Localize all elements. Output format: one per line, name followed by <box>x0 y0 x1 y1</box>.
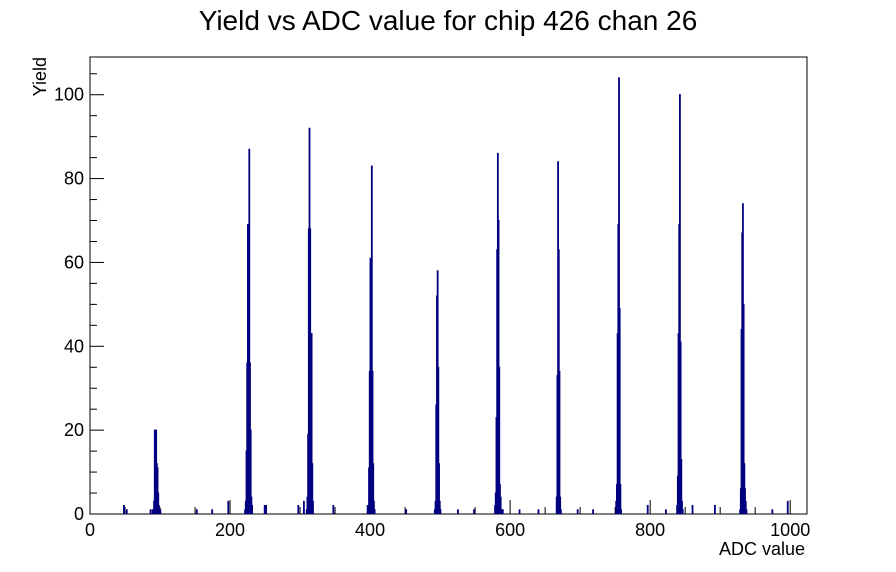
histogram-bin <box>473 509 475 514</box>
histogram-bin <box>405 509 408 514</box>
histogram-bin <box>559 496 562 514</box>
histogram-bin <box>309 228 312 514</box>
histogram-bin <box>691 505 694 514</box>
histogram-bin <box>742 303 745 514</box>
histogram-bin <box>310 333 313 514</box>
x-tick-label: 400 <box>355 520 385 540</box>
histogram-bin <box>499 496 502 514</box>
histogram-bin <box>558 370 561 514</box>
histogram-bin <box>679 94 681 514</box>
histogram-bin <box>680 458 683 514</box>
histogram-bin <box>123 505 125 514</box>
histogram-bin <box>311 463 314 514</box>
histogram-bin <box>437 366 440 514</box>
histogram-bin <box>714 505 716 514</box>
histogram-bin <box>195 509 198 514</box>
histogram-bin <box>559 509 562 514</box>
histogram-bin <box>592 509 594 514</box>
y-axis-tick-labels: 0 20 40 60 80 100 <box>54 85 84 524</box>
histogram-bins <box>123 77 789 514</box>
y-tick-label: 0 <box>74 504 84 524</box>
histogram-bin <box>786 500 789 514</box>
histogram-bin <box>125 509 128 514</box>
histogram-bin <box>265 505 267 514</box>
histogram-bin <box>500 509 503 514</box>
histogram-bin <box>370 165 373 514</box>
histogram-bin <box>501 509 504 514</box>
plot-frame <box>89 56 808 515</box>
histogram-bin <box>745 509 748 514</box>
histogram-bin <box>618 308 621 514</box>
y-tick-label: 80 <box>64 169 84 189</box>
histogram-bin <box>297 505 300 514</box>
histogram-bin <box>211 509 214 514</box>
chart-title: Yield vs ADC value for chip 426 chan 26 <box>199 5 698 36</box>
histogram-bin <box>157 492 160 514</box>
histogram-bin <box>227 500 230 514</box>
histogram-bin <box>681 509 684 514</box>
histogram-bin <box>149 509 152 514</box>
histogram-bin <box>312 500 314 514</box>
y-tick-label: 100 <box>54 85 84 105</box>
y-tick-label: 20 <box>64 420 84 440</box>
histogram-bin <box>372 463 375 514</box>
histogram-bin <box>679 341 682 514</box>
y-axis-label: Yield <box>30 57 50 96</box>
y-tick-label: 40 <box>64 336 84 356</box>
histogram-bin <box>332 505 335 514</box>
histogram-bin <box>373 509 376 514</box>
x-tick-label: 1000 <box>770 520 810 540</box>
histogram-bin <box>619 484 622 514</box>
histogram-bin <box>576 509 579 514</box>
histogram-bin <box>251 505 253 514</box>
histogram-bin <box>498 366 501 514</box>
histogram-bin <box>518 509 521 514</box>
histogram-bin <box>620 509 622 514</box>
y-tick-label: 60 <box>64 252 84 272</box>
x-tick-label: 800 <box>635 520 665 540</box>
histogram-bin <box>371 370 374 514</box>
x-axis-tick-labels: 0 200 400 600 800 1000 <box>85 520 810 540</box>
histogram-bin <box>263 505 266 514</box>
histogram-bin <box>438 463 440 514</box>
histogram-bin <box>665 509 667 514</box>
histogram-bin <box>156 467 159 514</box>
histogram-bin <box>457 509 459 514</box>
x-tick-label: 0 <box>85 520 95 540</box>
histogram-bin <box>151 509 154 514</box>
histogram-bin <box>681 500 683 514</box>
histogram-bin <box>438 500 441 514</box>
x-tick-label: 200 <box>215 520 245 540</box>
histogram-bin <box>158 505 160 514</box>
y-axis-ticks <box>90 73 104 515</box>
x-tick-label: 600 <box>495 520 525 540</box>
histogram-bin <box>537 509 540 514</box>
histogram-bin <box>248 148 251 514</box>
histogram-bin <box>373 500 375 514</box>
histogram-bin <box>744 500 747 514</box>
x-axis-label: ADC value <box>719 539 805 559</box>
histogram-bin <box>771 509 774 514</box>
histogram-bin <box>618 77 620 514</box>
histogram-bin <box>159 509 162 514</box>
histogram-bin <box>439 509 442 514</box>
histogram-bin <box>303 500 305 514</box>
histogram-bin <box>646 505 649 514</box>
histogram-bin <box>249 429 252 514</box>
